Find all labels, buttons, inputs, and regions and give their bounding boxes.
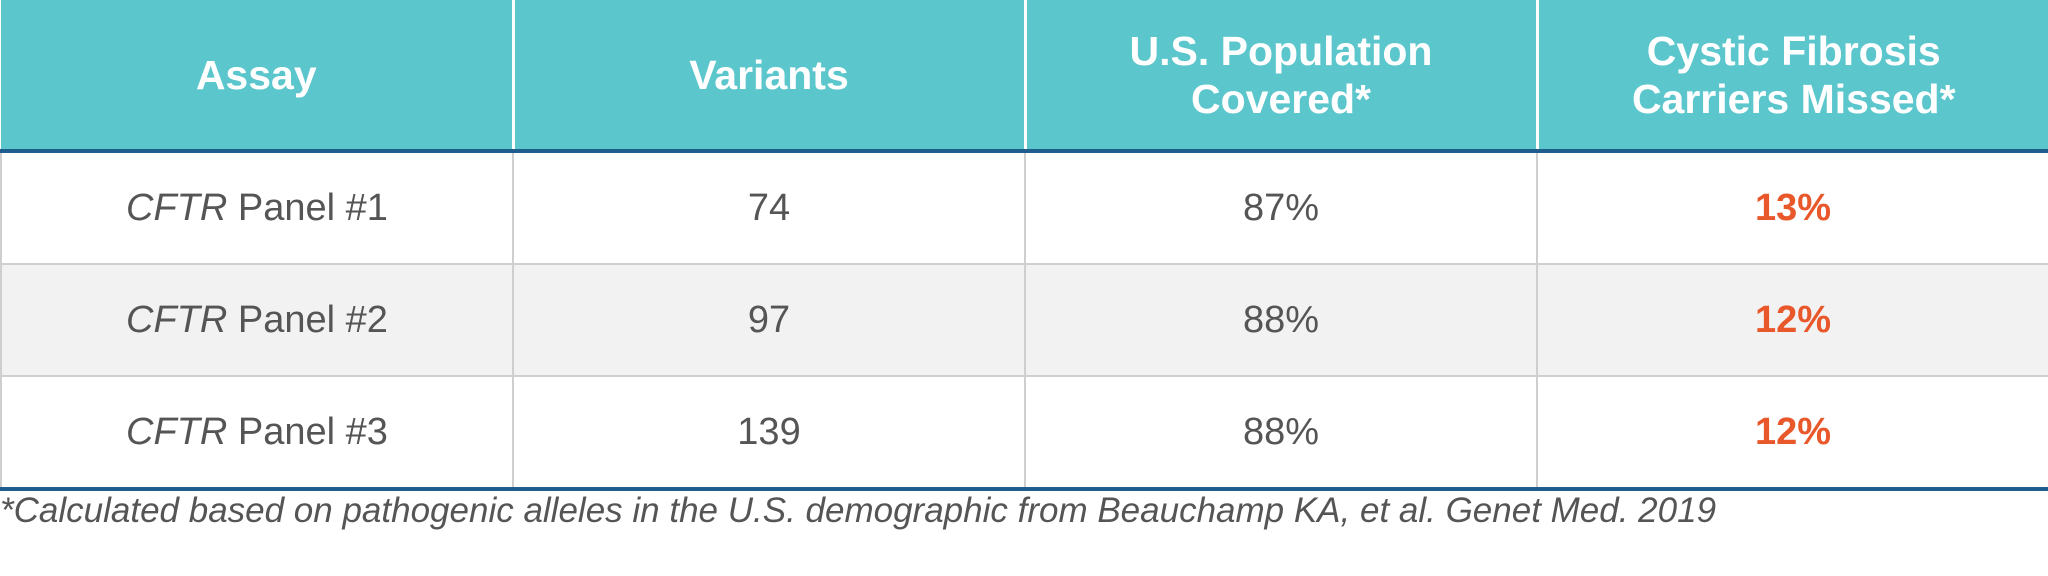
header-carriers-missed: Cystic Fibrosis Carriers Missed* xyxy=(1535,0,2048,153)
assay-cell: CFTR Panel #1 xyxy=(0,150,514,265)
table-row: CFTR Panel #2 97 88% 12% xyxy=(0,263,2048,377)
table-row: CFTR Panel #3 139 88% 12% xyxy=(0,375,2048,491)
covered-cell: 88% xyxy=(1024,263,1538,377)
footnote: *Calculated based on pathogenic alleles … xyxy=(0,491,1717,530)
assay-cell: CFTR Panel #2 xyxy=(0,263,514,377)
variants-cell: 97 xyxy=(512,263,1026,377)
assay-cell: CFTR Panel #3 xyxy=(0,375,514,491)
header-population-covered: U.S. Population Covered* xyxy=(1023,0,1539,153)
missed-cell: 13% xyxy=(1536,150,2048,265)
assay-comparison-table: Assay Variants U.S. Population Covered* … xyxy=(0,0,2048,491)
covered-cell: 87% xyxy=(1024,150,1538,265)
covered-cell: 88% xyxy=(1024,375,1538,491)
table-row: CFTR Panel #1 74 87% 13% xyxy=(0,150,2048,265)
header-assay: Assay xyxy=(1,0,515,153)
header-variants: Variants xyxy=(511,0,1027,153)
variants-cell: 139 xyxy=(512,375,1026,491)
missed-cell: 12% xyxy=(1536,375,2048,491)
missed-cell: 12% xyxy=(1536,263,2048,377)
variants-cell: 74 xyxy=(512,150,1026,265)
table-header-row: Assay Variants U.S. Population Covered* … xyxy=(1,0,2048,153)
